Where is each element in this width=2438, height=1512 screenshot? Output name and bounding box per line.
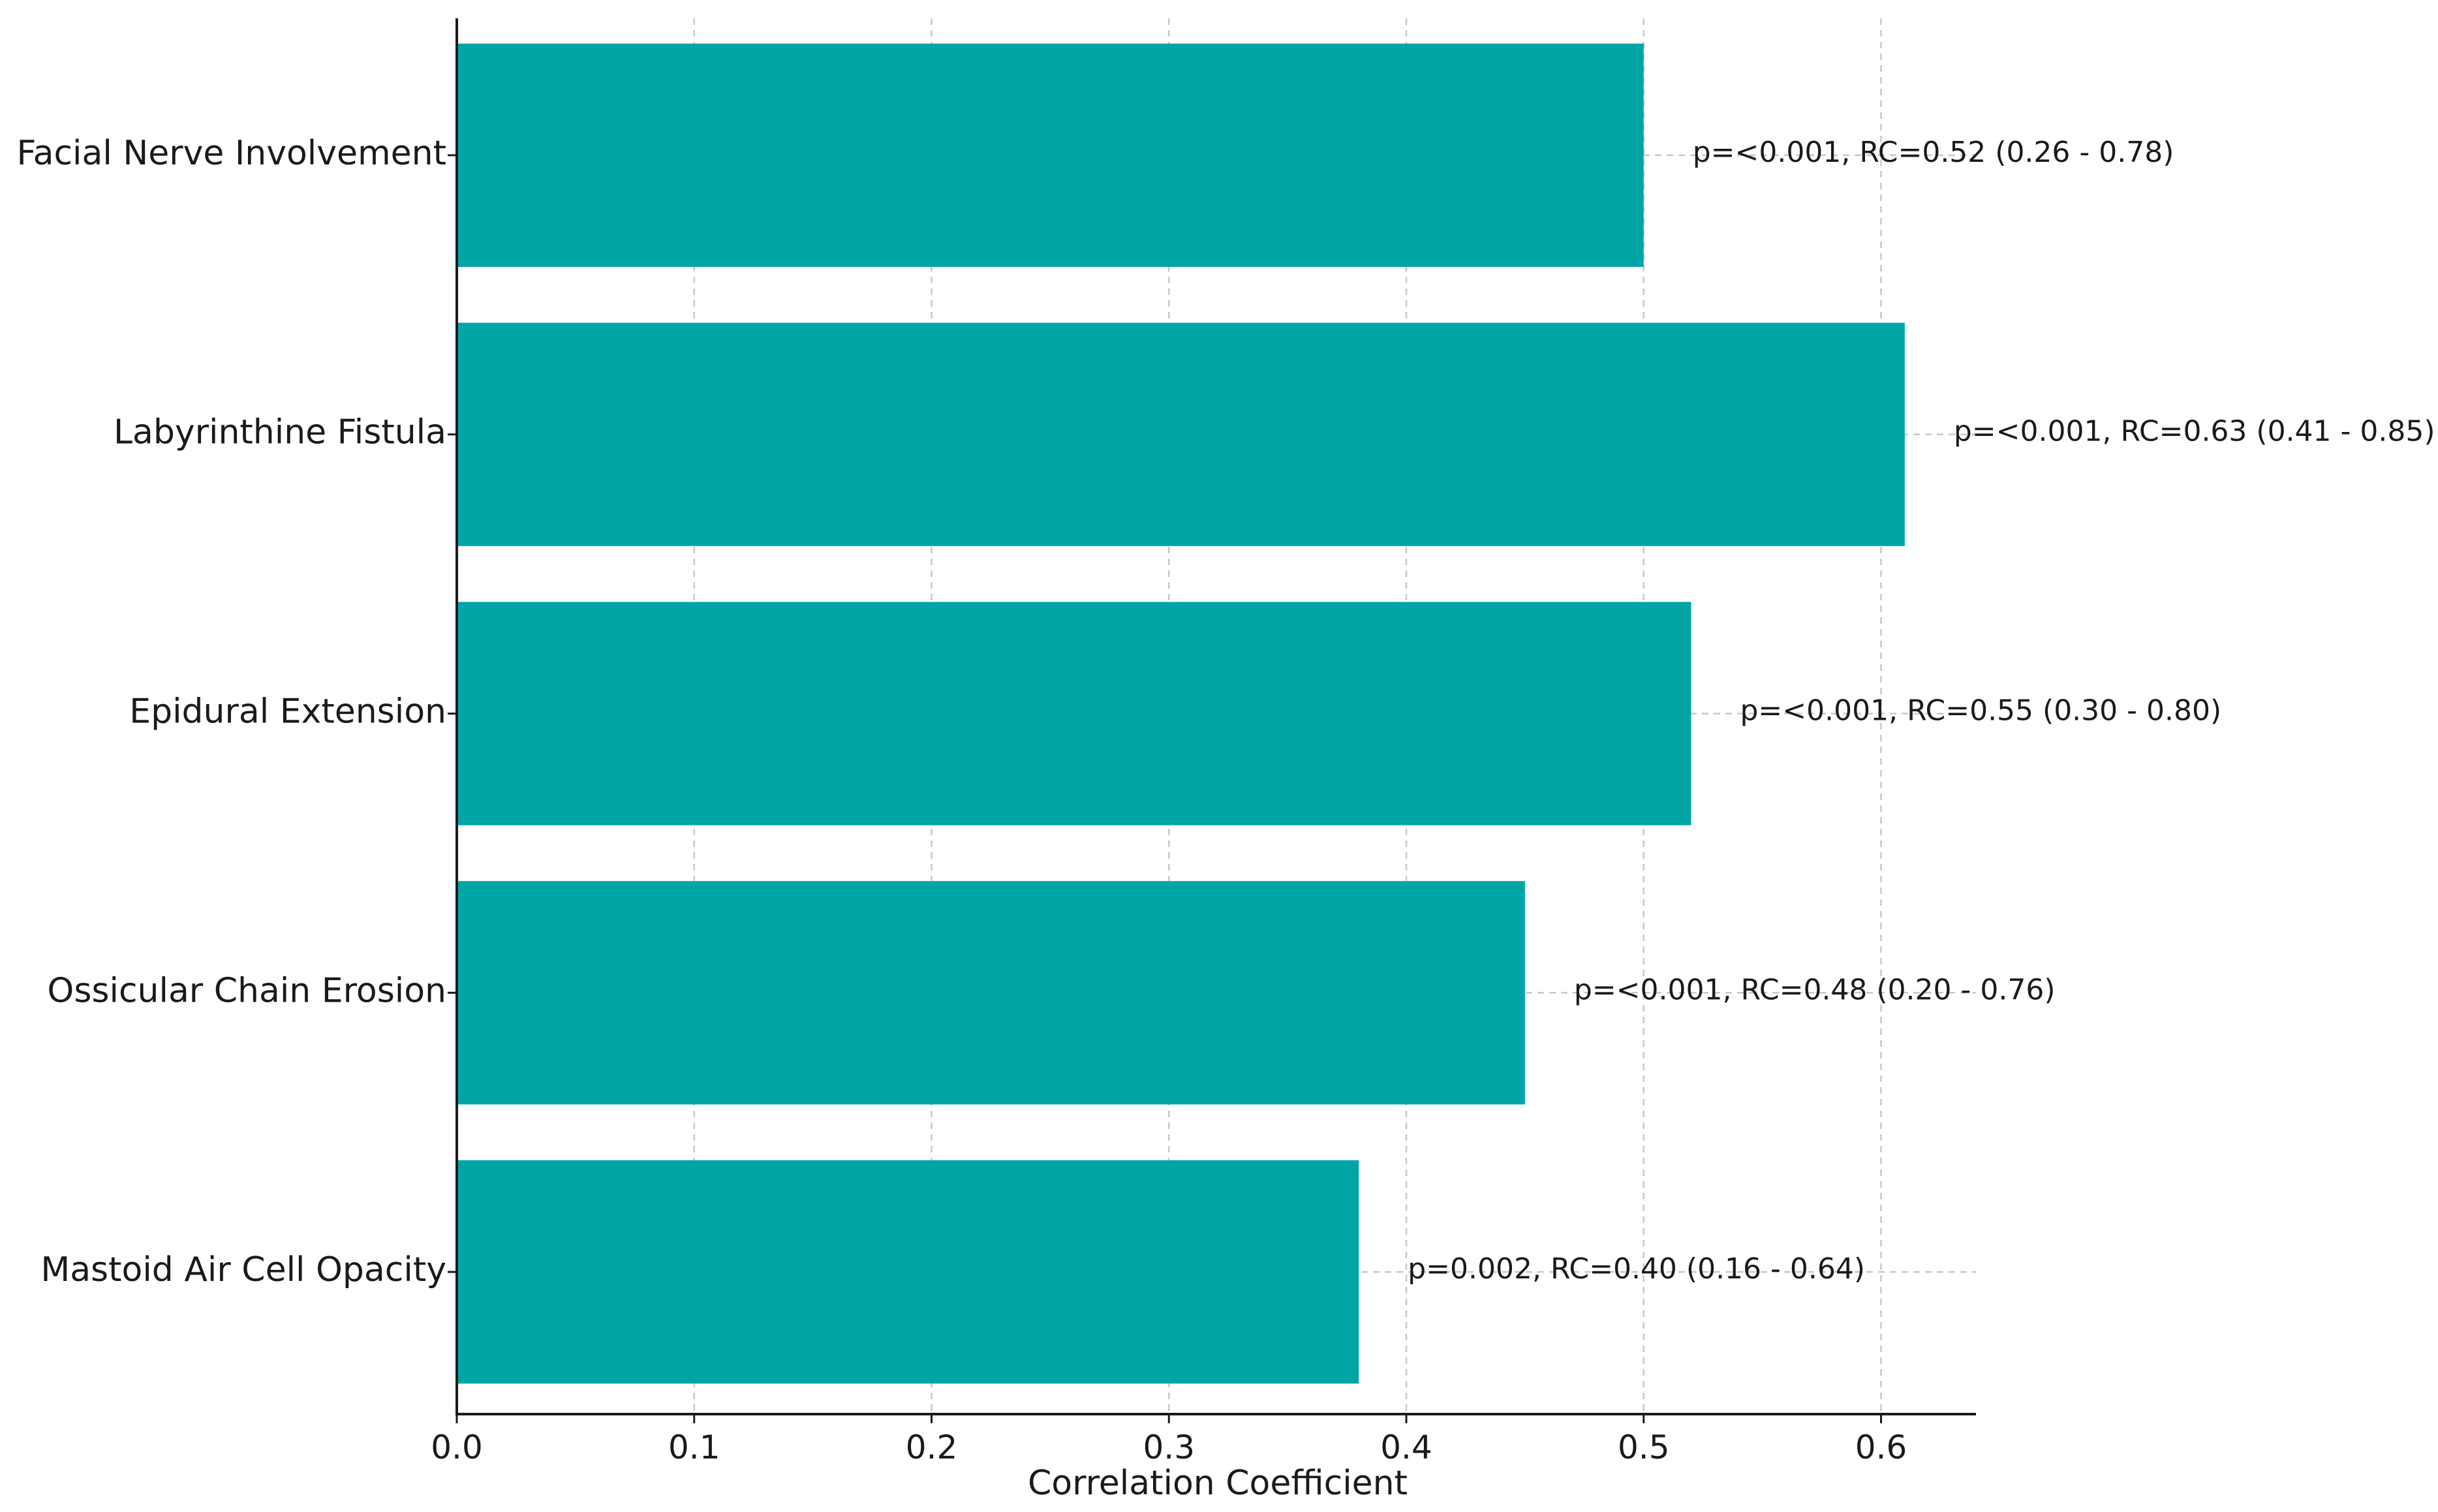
bar-annotation: p=0.002, RC=0.40 (0.16 - 0.64) (1408, 1252, 1865, 1286)
x-tick-label: 0.0 (431, 1428, 483, 1466)
bar (457, 1160, 1359, 1384)
x-tick-label: 0.2 (906, 1428, 958, 1466)
x-axis-label: Correlation Coefficient (1028, 1464, 1408, 1503)
x-tick-label: 0.5 (1618, 1428, 1670, 1466)
bar (457, 43, 1644, 268)
x-tick-label: 0.1 (668, 1428, 720, 1466)
bar-annotation: p=<0.001, RC=0.63 (0.41 - 0.85) (1954, 415, 2435, 448)
y-tick-label: Facial Nerve Involvement (16, 134, 446, 173)
bar-annotation: p=<0.001, RC=0.55 (0.30 - 0.80) (1740, 694, 2222, 728)
axes (448, 18, 1976, 1423)
x-tick-label: 0.6 (1855, 1428, 1907, 1466)
y-tick-label: Epidural Extension (129, 692, 446, 732)
y-tick-label: Mastoid Air Cell Opacity (40, 1250, 446, 1289)
bar (457, 322, 1905, 546)
bar-annotation: p=<0.001, RC=0.52 (0.26 - 0.78) (1693, 136, 2174, 169)
bar-annotation: p=<0.001, RC=0.48 (0.20 - 0.76) (1574, 973, 2056, 1006)
bar (457, 881, 1525, 1105)
y-tick-label: Labyrinthine Fistula (114, 413, 446, 452)
labels: p=<0.001, RC=0.52 (0.26 - 0.78) Facial Ne… (16, 134, 2435, 1466)
bar (457, 602, 1691, 825)
x-tick-label: 0.4 (1380, 1428, 1432, 1466)
bars (457, 43, 1905, 1384)
x-tick-label: 0.3 (1143, 1428, 1195, 1466)
y-tick-label: Ossicular Chain Erosion (47, 971, 446, 1010)
